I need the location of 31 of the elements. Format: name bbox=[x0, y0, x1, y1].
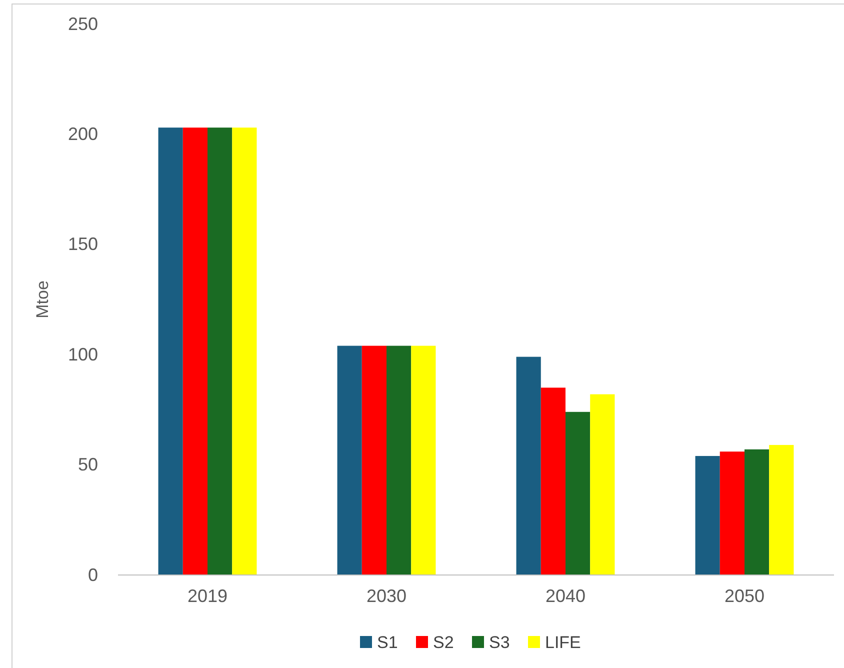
bar bbox=[516, 356, 541, 575]
y-tick-label: 0 bbox=[88, 564, 98, 585]
y-tick-label: 100 bbox=[68, 344, 98, 364]
bar bbox=[720, 452, 744, 575]
bar bbox=[158, 128, 183, 575]
y-tick-label: 250 bbox=[68, 14, 98, 34]
bar bbox=[232, 128, 257, 575]
bar bbox=[590, 394, 615, 575]
legend-label: S2 bbox=[433, 633, 454, 652]
x-tick-label: 2030 bbox=[366, 586, 407, 606]
bar bbox=[362, 346, 386, 575]
legend-label: S3 bbox=[489, 633, 510, 652]
bar bbox=[695, 456, 720, 575]
legend-label: S1 bbox=[377, 633, 398, 652]
bar bbox=[411, 346, 436, 575]
bar bbox=[566, 412, 590, 575]
bar bbox=[208, 128, 232, 575]
legend-label: LIFE bbox=[545, 633, 581, 652]
y-tick-label: 200 bbox=[68, 124, 98, 144]
y-axis-title: Mtoe bbox=[33, 280, 52, 318]
bar bbox=[769, 444, 794, 575]
x-tick-label: 2040 bbox=[545, 586, 586, 606]
bar bbox=[744, 449, 770, 575]
bar bbox=[182, 128, 208, 575]
y-tick-label: 50 bbox=[78, 454, 98, 475]
x-tick-label: 2019 bbox=[187, 586, 228, 606]
y-tick-label: 150 bbox=[68, 234, 98, 254]
x-tick-label: 2050 bbox=[724, 586, 765, 606]
bar bbox=[337, 346, 362, 575]
bar bbox=[386, 346, 412, 575]
bar bbox=[540, 388, 566, 575]
